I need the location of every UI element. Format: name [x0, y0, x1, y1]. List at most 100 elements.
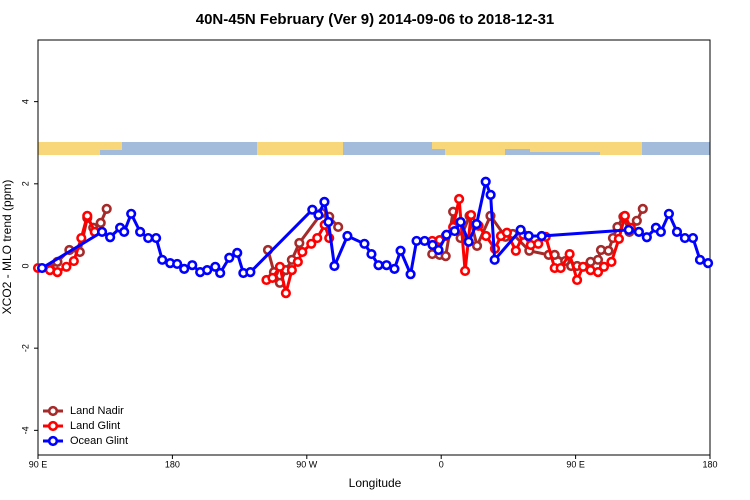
data-point	[101, 203, 112, 214]
data-point	[679, 232, 691, 244]
data-point	[119, 226, 130, 237]
data-point	[294, 237, 305, 249]
plot-frame	[37, 39, 711, 456]
data-point	[454, 193, 465, 205]
x-tick-label: 180	[702, 459, 717, 469]
data-point	[411, 235, 422, 247]
data-point	[329, 260, 340, 272]
land-ocean-strip	[38, 142, 710, 155]
data-point	[455, 216, 466, 228]
legend-label: Land Glint	[70, 420, 120, 432]
data-point	[95, 217, 106, 228]
data-point	[619, 210, 630, 221]
data-point	[655, 226, 666, 237]
data-point	[202, 264, 213, 276]
data-point	[297, 246, 308, 258]
data-point	[143, 232, 154, 244]
data-point	[179, 263, 190, 274]
data-point	[480, 230, 492, 242]
data-point	[485, 189, 496, 201]
data-point	[631, 215, 642, 226]
data-point	[319, 196, 330, 207]
data-point	[449, 225, 460, 237]
y-tick-label: 2	[20, 181, 30, 186]
x-tick-label: 0	[439, 459, 444, 469]
data-point	[471, 240, 483, 251]
x-tick-label: 90 E	[29, 459, 48, 469]
data-point	[215, 267, 226, 279]
data-point	[157, 254, 168, 265]
data-point	[564, 248, 575, 260]
data-point	[480, 176, 491, 187]
x-tick-label: 180	[165, 459, 180, 469]
data-point	[641, 232, 652, 243]
chart-title: 40N-45N February (Ver 9) 2014-09-06 to 2…	[196, 11, 555, 28]
data-point	[381, 260, 392, 271]
data-point	[135, 226, 146, 237]
data-point	[323, 216, 334, 228]
data-point	[224, 252, 235, 263]
data-point	[671, 226, 683, 237]
data-point	[465, 209, 477, 221]
data-point	[313, 209, 324, 221]
data-point	[419, 235, 430, 247]
data-point	[68, 255, 79, 267]
x-tick-label: 90 E	[566, 459, 585, 469]
data-point	[592, 267, 604, 278]
data-point	[702, 258, 714, 269]
data-point	[151, 232, 162, 244]
legend-swatch-point	[47, 435, 59, 447]
data-point	[172, 258, 183, 270]
data-point	[663, 208, 675, 219]
data-point	[395, 245, 406, 256]
data-point	[280, 288, 291, 299]
legend-label: Land Nadir	[70, 405, 124, 417]
y-tick-label: 0	[20, 263, 30, 268]
x-tick-label: 90 W	[296, 459, 318, 469]
data-point	[52, 267, 63, 278]
data-point	[433, 244, 444, 256]
legend-swatch-point	[47, 420, 59, 432]
data-point	[515, 224, 526, 235]
data-point	[333, 221, 344, 233]
y-tick-label: -4	[20, 426, 30, 434]
data-point	[96, 226, 108, 237]
data-point	[637, 203, 648, 214]
y-axis-label: XCO2 - MLO trend (ppm)	[0, 180, 14, 315]
data-point	[61, 261, 72, 272]
data-point	[389, 263, 400, 274]
data-point	[501, 227, 513, 238]
data-point	[306, 238, 317, 249]
x-axis-label: Longitude	[349, 476, 402, 490]
data-point	[187, 260, 198, 271]
data-point	[359, 238, 370, 249]
data-point	[536, 230, 547, 242]
data-point	[373, 260, 384, 271]
data-point	[533, 238, 544, 249]
data-point	[623, 224, 634, 235]
legend-label: Ocean Glint	[70, 435, 128, 447]
data-point	[274, 261, 286, 272]
data-point	[366, 248, 377, 260]
data-point	[440, 251, 451, 262]
data-point	[459, 265, 471, 277]
data-point	[523, 230, 534, 242]
data-point	[471, 218, 482, 230]
data-point	[694, 254, 706, 265]
data-point	[210, 261, 221, 272]
data-point	[245, 267, 256, 278]
data-point	[307, 204, 318, 215]
data-point	[405, 269, 416, 280]
data-point	[571, 274, 583, 286]
data-point	[36, 262, 48, 274]
data-point	[613, 233, 625, 244]
data-point	[82, 210, 93, 221]
data-point	[606, 256, 617, 267]
data-point	[286, 264, 297, 276]
data-point	[592, 254, 604, 265]
data-point	[441, 229, 452, 240]
y-tick-label: 4	[20, 99, 30, 104]
data-point	[126, 208, 137, 219]
data-point	[463, 236, 474, 247]
legend-swatch-point	[47, 405, 59, 417]
